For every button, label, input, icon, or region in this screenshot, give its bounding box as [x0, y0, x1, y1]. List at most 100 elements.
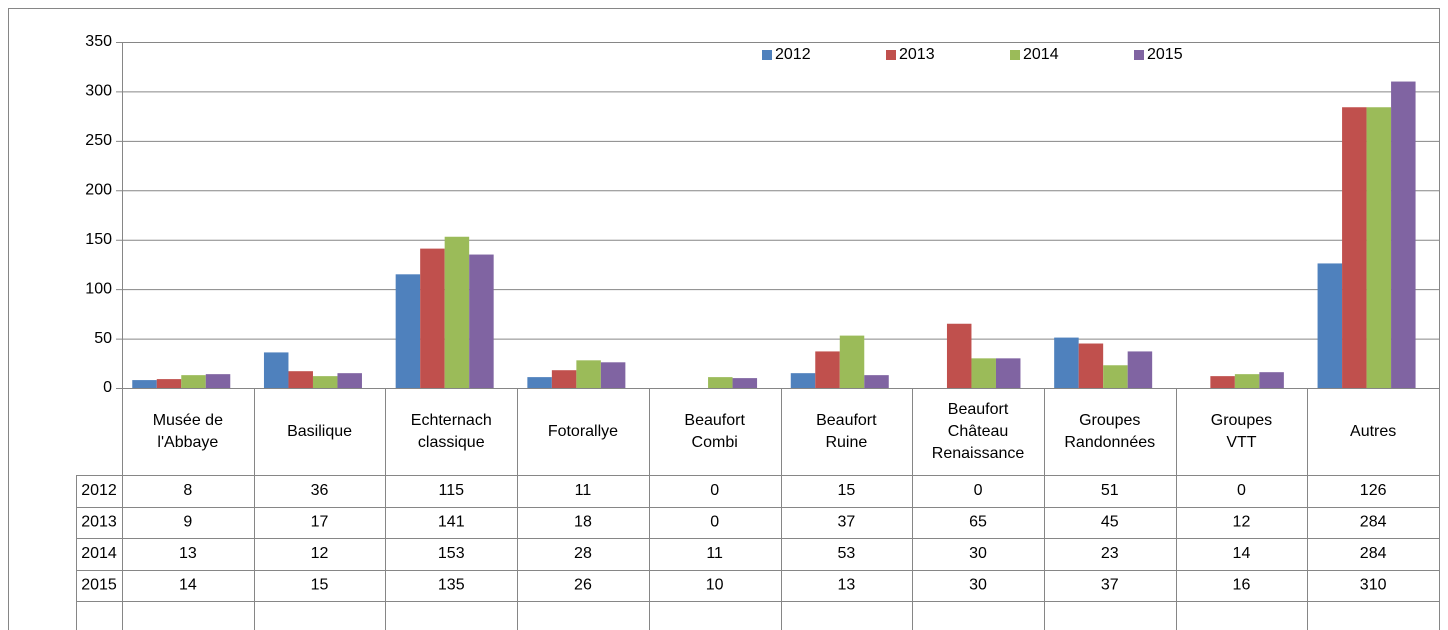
table-cell: 115 — [438, 482, 464, 499]
legend-swatch — [762, 50, 772, 60]
table-cell: 18 — [574, 513, 592, 530]
x-tick-label: Fotorallye — [548, 423, 618, 440]
table-cell: 0 — [710, 513, 719, 530]
table-cell: 36 — [311, 482, 329, 499]
table-cell: 310 — [1360, 576, 1387, 593]
y-tick-label: 150 — [85, 231, 112, 248]
x-tick-label: Echternach — [411, 412, 492, 429]
x-tick-label: Randonnées — [1064, 434, 1155, 451]
chart-border — [8, 8, 1440, 630]
bar — [995, 358, 1021, 388]
legend-label: 2015 — [1147, 46, 1183, 63]
x-tick-label: Beaufort — [684, 412, 745, 429]
bar — [420, 248, 445, 388]
table-cell: 53 — [837, 545, 855, 562]
table-cell: 28 — [574, 545, 592, 562]
table-row-header: 2015 — [81, 576, 117, 593]
bar — [1210, 376, 1235, 388]
bar — [1391, 81, 1416, 389]
y-tick-label: 200 — [85, 182, 112, 199]
bar — [1078, 343, 1104, 388]
x-tick-label: Autres — [1350, 423, 1396, 440]
table-cell: 11 — [706, 545, 723, 562]
legend-label: 2012 — [775, 46, 811, 63]
x-tick-label: Groupes — [1211, 412, 1272, 429]
bar — [1259, 372, 1284, 388]
x-tick-label: l'Abbaye — [157, 434, 218, 451]
bar — [815, 351, 840, 388]
bar — [444, 236, 470, 388]
table-cell: 26 — [574, 576, 592, 593]
table-cell: 135 — [438, 576, 465, 593]
bar — [263, 352, 289, 388]
table-cell: 10 — [706, 576, 724, 593]
x-tick-label: Combi — [692, 434, 738, 451]
x-tick-label: Ruine — [825, 434, 867, 451]
table-cell: 14 — [1233, 545, 1251, 562]
table-row-header: 2013 — [81, 513, 117, 530]
table-cell: 37 — [1101, 576, 1119, 593]
bar — [864, 375, 889, 388]
bar — [132, 380, 157, 388]
table-cell: 11 — [575, 482, 592, 499]
table-cell: 13 — [837, 576, 855, 593]
y-tick-label: 0 — [103, 379, 112, 396]
bar — [1127, 351, 1153, 388]
y-tick-label: 350 — [85, 33, 112, 50]
bar — [469, 254, 494, 388]
table-cell: 14 — [179, 576, 197, 593]
bar — [312, 376, 338, 388]
bar — [156, 379, 182, 388]
table-cell: 126 — [1360, 482, 1387, 499]
x-tick-label: Groupes — [1079, 412, 1140, 429]
table-cell: 30 — [969, 576, 987, 593]
table-cell: 16 — [1233, 576, 1251, 593]
x-tick-label: Musée de — [153, 412, 223, 429]
bar — [527, 377, 552, 388]
table-cell: 15 — [837, 482, 855, 499]
table-cell: 17 — [311, 513, 329, 530]
table-cell: 9 — [183, 513, 192, 530]
bar — [288, 371, 313, 388]
legend-swatch — [1010, 50, 1020, 60]
table-cell: 15 — [311, 576, 329, 593]
legend-label: 2013 — [899, 46, 935, 63]
table-cell: 12 — [1233, 513, 1251, 530]
table-cell: 12 — [311, 545, 329, 562]
table-cell: 13 — [179, 545, 197, 562]
bar — [181, 375, 206, 388]
bar — [1366, 107, 1392, 388]
x-tick-label: Basilique — [287, 423, 352, 440]
y-tick-label: 50 — [94, 330, 112, 347]
legend-swatch — [886, 50, 896, 60]
table-cell: 23 — [1101, 545, 1119, 562]
table-cell: 0 — [710, 482, 719, 499]
table-cell: 65 — [969, 513, 987, 530]
bar — [1234, 374, 1260, 388]
bar — [708, 377, 733, 388]
bar — [576, 360, 601, 388]
bar — [337, 373, 362, 388]
table-cell: 0 — [974, 482, 983, 499]
bar — [839, 335, 865, 388]
x-tick-label: Beaufort — [816, 412, 877, 429]
table-cell: 45 — [1101, 513, 1119, 530]
table-cell: 30 — [969, 545, 987, 562]
bar — [395, 274, 421, 388]
table-row-header: 2012 — [81, 482, 117, 499]
legend-swatch — [1134, 50, 1144, 60]
table-cell: 284 — [1360, 513, 1387, 530]
x-tick-label: Beaufort — [948, 401, 1009, 418]
table-cell: 8 — [183, 482, 192, 499]
legend-label: 2014 — [1023, 46, 1059, 63]
table-cell: 0 — [1237, 482, 1246, 499]
bar — [600, 362, 626, 388]
bar — [1342, 107, 1367, 388]
bar — [946, 323, 972, 388]
bar — [971, 358, 996, 388]
table-cell: 284 — [1360, 545, 1387, 562]
x-tick-label: Renaissance — [932, 445, 1025, 462]
bar — [732, 378, 758, 388]
